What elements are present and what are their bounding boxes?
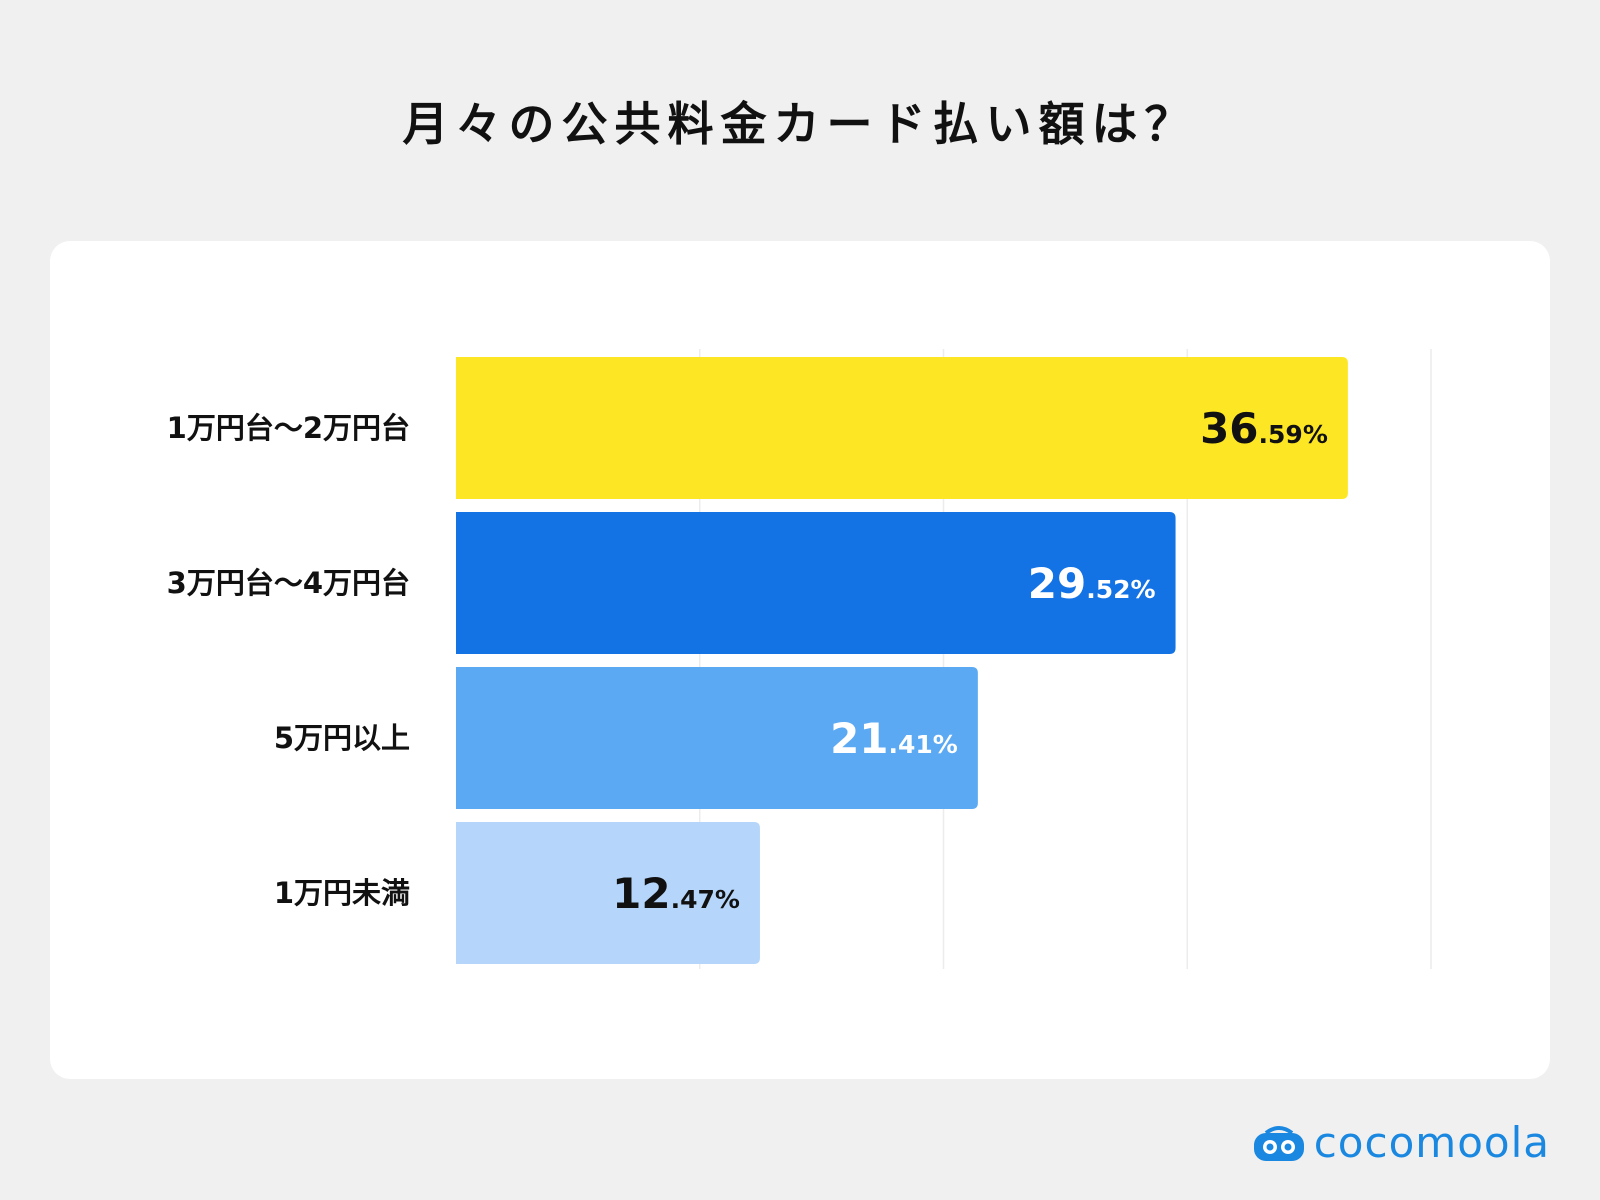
bar-chart: 1万円台〜2万円台 36.59% 3万円台〜4万円台 29.52% 5万円以上 21.41…	[167, 349, 1432, 969]
bar	[456, 667, 978, 809]
brand-name: cocomoola	[1313, 1118, 1550, 1167]
bar	[456, 357, 1348, 499]
category-label: 3万円台〜4万円台	[167, 566, 410, 600]
category-label: 1万円台〜2万円台	[167, 411, 410, 445]
category-label: 1万円未満	[274, 876, 410, 910]
value-label: 29.52%	[1028, 559, 1156, 608]
value-label: 21.41%	[830, 714, 958, 763]
category-label: 5万円以上	[274, 721, 410, 755]
value-label: 12.47%	[612, 869, 740, 918]
bar	[456, 822, 760, 964]
chart-title: 月々の公共料金カード払い額は？	[402, 97, 1198, 151]
value-label: 36.59%	[1200, 404, 1328, 453]
brand-logo: cocomoola	[1252, 1118, 1550, 1167]
bar	[456, 512, 1176, 654]
chart-card: 1万円台〜2万円台 36.59% 3万円台〜4万円台 29.52% 5万円以上 21.41…	[50, 241, 1550, 1079]
cocomoola-logo-icon	[1253, 1125, 1304, 1161]
